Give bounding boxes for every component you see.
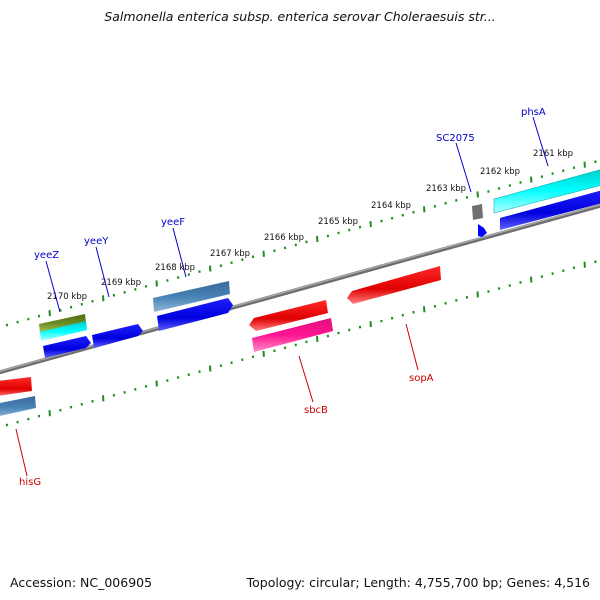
feature-sopA[interactable] (347, 266, 441, 304)
feature-SC2075[interactable] (478, 224, 487, 237)
scale-label-2169: 2169 kbp (101, 278, 141, 288)
genome-summary-text: Topology: circular; Length: 4,755,700 bp… (246, 575, 590, 590)
scale-label-2165: 2165 kbp (318, 217, 358, 227)
feature-phsA[interactable] (500, 188, 600, 230)
scale-label-2162: 2162 kbp (480, 167, 520, 177)
scale-label-2163: 2163 kbp (426, 184, 466, 194)
map-title: Salmonella enterica subsp. enterica sero… (104, 9, 496, 24)
scale-label-2164: 2164 kbp (371, 201, 411, 211)
feature-SC2075-gray[interactable] (472, 204, 483, 220)
scale-label-2166: 2166 kbp (264, 233, 304, 243)
feature-sbcB-pink[interactable] (252, 318, 333, 352)
feature-hisG-steel[interactable] (0, 396, 36, 418)
gene-label-phsA[interactable]: phsA (521, 107, 546, 118)
gene-label-yeeF[interactable]: yeeF (161, 217, 185, 228)
gene-label-hisG[interactable]: hisG (19, 477, 41, 488)
gene-labels: phsA SC2075 yeeF yeeY yeeZ sbcB sopA his… (19, 107, 546, 488)
feature-phsA-cyan[interactable] (493, 167, 600, 214)
feature-yeeY[interactable] (92, 324, 143, 348)
scale-label-2161: 2161 kbp (533, 149, 573, 159)
label-leaders (15, 116, 549, 477)
feature-yeeZ-cyan[interactable] (40, 321, 87, 341)
feature-yeeZ[interactable] (43, 336, 91, 358)
gene-label-sopA[interactable]: sopA (409, 373, 434, 384)
genome-backbone-highlight (0, 203, 600, 373)
reverse-features (0, 266, 441, 418)
scale-label-2167: 2167 kbp (210, 249, 250, 259)
scale-label-2168: 2168 kbp (155, 263, 195, 273)
forward-features (39, 167, 600, 358)
scale-ticks-outer (5, 160, 597, 327)
gene-label-yeeY[interactable]: yeeY (84, 236, 109, 247)
feature-yeeF-steel[interactable] (153, 281, 230, 312)
scale-labels: 2161 kbp 2162 kbp 2163 kbp 2164 kbp 2165… (47, 149, 573, 302)
gene-label-sbcB[interactable]: sbcB (304, 405, 328, 416)
gene-label-SC2075[interactable]: SC2075 (436, 133, 475, 144)
accession-text: Accession: NC_006905 (10, 575, 153, 590)
feature-sbcB[interactable] (249, 300, 328, 331)
scale-ticks-inner (5, 260, 597, 427)
scale-label-2170: 2170 kbp (47, 292, 87, 302)
feature-hisG[interactable] (0, 377, 32, 397)
feature-yeeZ-olive[interactable] (39, 314, 86, 333)
gene-label-yeeZ[interactable]: yeeZ (34, 250, 59, 261)
feature-yeeF[interactable] (157, 298, 233, 331)
genome-backbone (0, 203, 600, 375)
